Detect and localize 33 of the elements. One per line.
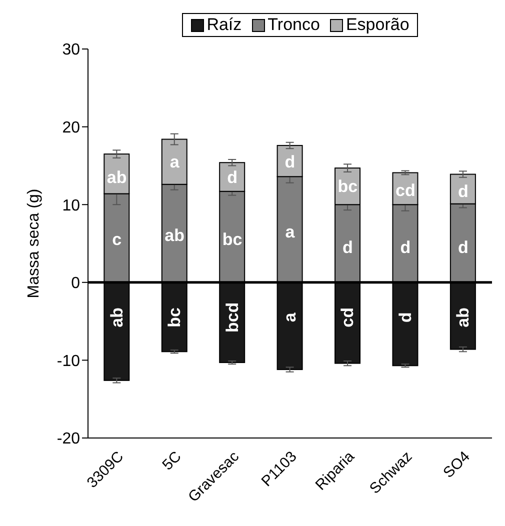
annotation: d bbox=[227, 168, 238, 187]
annotation: ab bbox=[164, 226, 184, 246]
annotation: c bbox=[112, 230, 122, 250]
annotation: a bbox=[280, 312, 300, 322]
annotation: cd bbox=[396, 181, 416, 200]
annotation: a bbox=[285, 222, 296, 242]
legend-label: Raíz bbox=[206, 15, 242, 35]
x-tick-label: SO4 bbox=[440, 448, 474, 482]
y-tick-label: -10 bbox=[56, 352, 80, 370]
annotation: bcd bbox=[222, 302, 242, 333]
annotation: d bbox=[458, 238, 468, 257]
annotation: d bbox=[458, 182, 468, 201]
y-tick-label: 20 bbox=[62, 119, 80, 136]
y-axis-title: Massa seca (g) bbox=[26, 188, 43, 298]
annotation: d bbox=[342, 238, 353, 257]
annotation: d bbox=[284, 152, 296, 172]
annotation: d bbox=[396, 312, 415, 323]
annotation: bc bbox=[165, 307, 184, 328]
annotation: bc bbox=[222, 230, 242, 250]
legend-label: Esporão bbox=[344, 15, 410, 35]
y-tick-label: 10 bbox=[62, 197, 80, 214]
annotation: cd bbox=[338, 307, 358, 328]
annotation: ab bbox=[107, 307, 126, 328]
legend-label: Tronco bbox=[266, 15, 320, 35]
annotation: d bbox=[400, 238, 411, 257]
y-tick-label: 30 bbox=[62, 42, 80, 59]
annotation: ab bbox=[454, 307, 473, 328]
x-tick-label: 5C bbox=[159, 448, 185, 474]
annotation: bc bbox=[338, 177, 358, 196]
y-tick-label: 0 bbox=[71, 275, 80, 292]
y-tick-label: -20 bbox=[56, 430, 80, 448]
annotation: a bbox=[170, 152, 180, 172]
annotation: ab bbox=[106, 168, 127, 187]
